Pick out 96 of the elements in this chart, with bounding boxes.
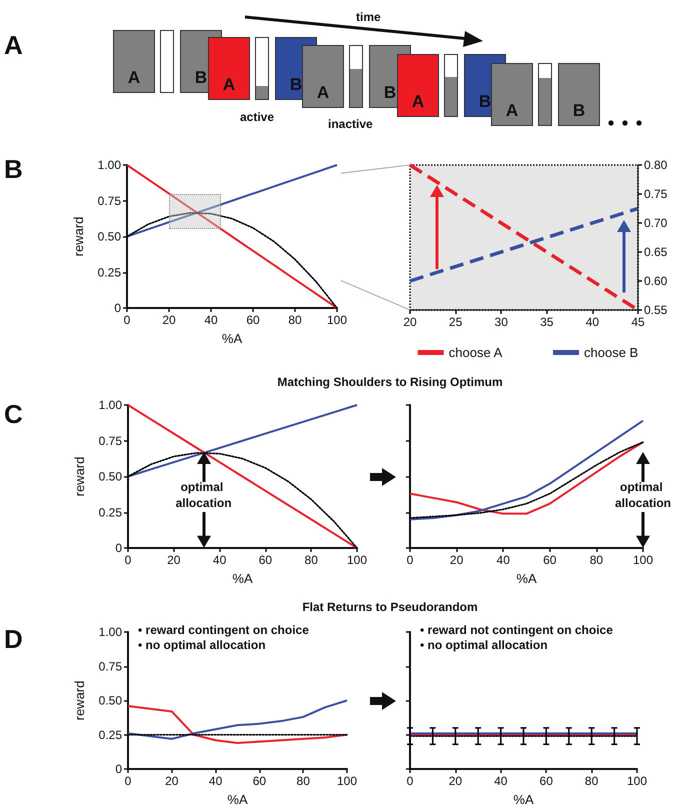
x-tick-label: 20 — [403, 315, 417, 329]
y-axis-title: reward — [72, 456, 87, 496]
x-tick-label: 40 — [494, 774, 508, 788]
x-tick-label: 100 — [626, 774, 648, 788]
x-tick-label: 20 — [162, 313, 176, 327]
x-tick-label: 60 — [258, 553, 272, 567]
y-tick-label: 1.00 — [98, 398, 122, 412]
x-tick-label: 80 — [296, 774, 310, 788]
x-tick-label: 0 — [124, 774, 132, 788]
text: Flat Returns to Pseudorandom — [301, 600, 479, 614]
y2-tick-label: 0.60 — [644, 274, 668, 288]
y-tick-label: 0.50 — [98, 470, 122, 484]
annotation: • no optimal allocation — [138, 638, 266, 652]
y-axis-title: reward — [71, 216, 86, 256]
text: time — [356, 10, 381, 24]
x-tick-label: 25 — [448, 315, 463, 329]
annotation: • no optimal allocation — [420, 638, 548, 652]
x-tick-label: 20 — [450, 553, 464, 567]
x-axis-title: %A — [222, 331, 242, 346]
x-tick-label: 45 — [631, 315, 645, 329]
x-tick-label: 20 — [448, 774, 462, 788]
text: A — [222, 75, 236, 95]
y2-tick-label: 0.80 — [644, 158, 668, 172]
x-tick-label: 40 — [208, 774, 223, 788]
line-series — [127, 404, 358, 549]
text: A — [504, 101, 520, 121]
x-axis-title: %A — [227, 792, 248, 807]
y-tick-label: 0.50 — [98, 694, 122, 708]
y-tick-label: 1.00 — [98, 158, 122, 172]
text: B — [572, 101, 586, 121]
x-tick-label: 80 — [304, 553, 318, 567]
y-tick-label: 0.25 — [98, 265, 122, 280]
text: B — [194, 68, 208, 88]
text: B — [382, 83, 398, 103]
y-axis-title: reward — [72, 680, 87, 720]
x-tick-label: 100 — [336, 774, 358, 788]
x-tick-label: 35 — [540, 315, 554, 329]
y2-tick-label: 0.55 — [644, 303, 668, 317]
line-series — [126, 164, 338, 238]
x-tick-label: 40 — [586, 315, 600, 329]
x-tick-label: 60 — [246, 313, 260, 327]
text: A — [316, 83, 330, 103]
annotation: • reward contingent on choice — [138, 623, 310, 637]
x-tick-label: 80 — [590, 553, 604, 567]
x-tick-label: 100 — [632, 553, 654, 567]
text: B — [478, 92, 492, 112]
y2-tick-label: 0.70 — [644, 216, 668, 230]
x-tick-label: 0 — [124, 313, 131, 327]
x-tick-label: 30 — [494, 315, 508, 329]
x-tick-label: 20 — [165, 774, 179, 788]
line-series — [127, 404, 358, 478]
y-tick-label: 0 — [115, 541, 122, 555]
x-tick-label: 40 — [204, 313, 218, 327]
y-tick-label: 0 — [114, 301, 122, 315]
x-tick-label: 40 — [496, 553, 510, 567]
x-tick-label: 0 — [406, 553, 414, 567]
text: inactive — [328, 117, 373, 131]
x-axis-title: %A — [516, 571, 537, 586]
x-tick-label: 60 — [252, 774, 266, 788]
y2-tick-label: 0.65 — [644, 245, 668, 259]
x-tick-label: 0 — [406, 774, 414, 788]
annotation: • reward not contingent on choice — [420, 623, 614, 637]
x-tick-label: 80 — [584, 774, 599, 788]
x-tick-label: 60 — [543, 553, 557, 567]
x-axis-title: %A — [513, 792, 534, 807]
text: A — [410, 92, 426, 112]
annotation: optimal allocation — [176, 480, 232, 510]
x-tick-label: 60 — [540, 774, 554, 788]
legend-label: choose A — [448, 345, 503, 360]
x-axis-title: %A — [232, 571, 253, 586]
x-tick-label: 40 — [212, 553, 227, 567]
text: A — [126, 68, 142, 88]
y-tick-label: 0.50 — [98, 230, 122, 244]
y-tick-label: 0.25 — [98, 505, 122, 520]
x-tick-label: 100 — [346, 553, 368, 567]
x-tick-label: 20 — [167, 553, 181, 567]
legend-label: choose B — [584, 345, 638, 360]
y-tick-label: 0.75 — [98, 659, 122, 674]
text: A — [4, 30, 23, 61]
annotation: optimal allocation — [614, 480, 672, 510]
y-tick-label: 0.25 — [98, 728, 122, 742]
y-tick-label: 0 — [115, 762, 122, 776]
x-tick-label: 80 — [288, 313, 302, 327]
x-tick-label: 0 — [124, 553, 132, 567]
x-tick-label: 100 — [326, 313, 348, 327]
y-tick-label: 0.75 — [98, 434, 122, 448]
chart-title: B — [4, 154, 23, 185]
y-tick-label: 0.75 — [98, 194, 122, 208]
text: Matching Shoulders to Rising Optimum — [276, 375, 504, 389]
text: active — [240, 110, 274, 124]
line-series — [126, 164, 338, 309]
text: B — [288, 75, 304, 95]
chart-title: C — [4, 399, 23, 430]
y2-tick-label: 0.75 — [644, 187, 668, 201]
chart-title: D — [4, 624, 23, 655]
y-tick-label: 1.00 — [98, 625, 122, 639]
